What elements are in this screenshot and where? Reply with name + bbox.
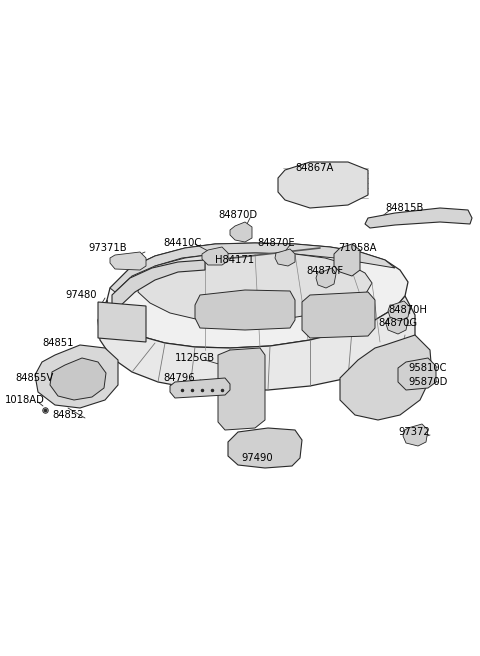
Text: 1125GB: 1125GB — [175, 353, 215, 363]
Text: 84870E: 84870E — [257, 238, 295, 248]
Polygon shape — [275, 249, 295, 266]
Polygon shape — [334, 244, 360, 276]
Polygon shape — [398, 358, 436, 390]
Polygon shape — [35, 345, 118, 408]
Text: H84171: H84171 — [215, 255, 254, 265]
Text: 97480: 97480 — [65, 290, 96, 300]
Polygon shape — [112, 260, 205, 322]
Polygon shape — [202, 247, 228, 265]
Polygon shape — [365, 208, 472, 228]
Text: 84796: 84796 — [163, 373, 194, 383]
Polygon shape — [195, 290, 295, 330]
Text: 97490: 97490 — [241, 453, 273, 463]
Polygon shape — [403, 424, 428, 446]
Polygon shape — [138, 253, 372, 322]
Text: 84870G: 84870G — [378, 318, 417, 328]
Text: 84870F: 84870F — [306, 266, 343, 276]
Text: 84851: 84851 — [42, 338, 73, 348]
Polygon shape — [110, 243, 395, 292]
Polygon shape — [340, 335, 432, 420]
Polygon shape — [278, 162, 368, 208]
Text: 97371B: 97371B — [88, 243, 127, 253]
Polygon shape — [98, 296, 415, 390]
Polygon shape — [230, 222, 252, 242]
Polygon shape — [228, 428, 302, 468]
Polygon shape — [386, 314, 408, 334]
Text: 84815B: 84815B — [385, 203, 423, 213]
Polygon shape — [218, 348, 265, 430]
Polygon shape — [388, 301, 410, 321]
Text: 84870D: 84870D — [218, 210, 257, 220]
Text: 97372: 97372 — [398, 427, 430, 437]
Text: 71058A: 71058A — [338, 243, 376, 253]
Text: 84855V: 84855V — [15, 373, 53, 383]
Polygon shape — [110, 252, 146, 270]
Text: 95870D: 95870D — [408, 377, 447, 387]
Text: 84410C: 84410C — [163, 238, 201, 248]
Text: 1018AD: 1018AD — [5, 395, 45, 405]
Text: 95810C: 95810C — [408, 363, 446, 373]
Polygon shape — [98, 302, 146, 342]
Polygon shape — [302, 292, 375, 338]
Polygon shape — [316, 268, 336, 288]
Text: 84852: 84852 — [52, 410, 84, 420]
Polygon shape — [50, 358, 106, 400]
Polygon shape — [107, 243, 408, 348]
Text: 84870H: 84870H — [388, 305, 427, 315]
Text: 84867A: 84867A — [295, 163, 334, 173]
Polygon shape — [170, 378, 230, 398]
